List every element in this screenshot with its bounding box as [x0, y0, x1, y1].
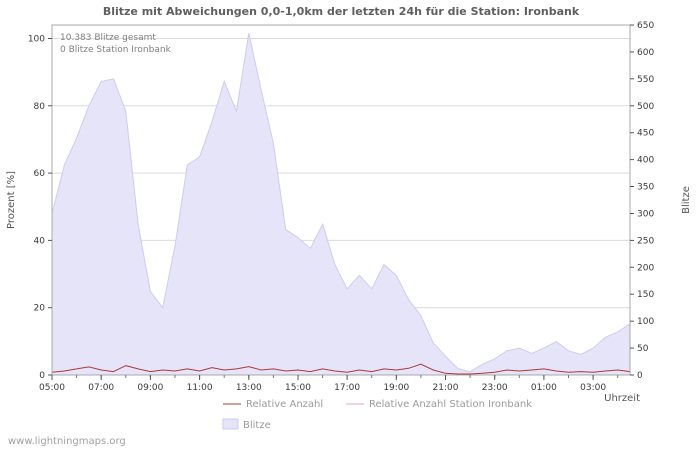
right-axis-tick-label: 0	[637, 371, 643, 381]
right-axis-tick-label: 450	[637, 129, 654, 139]
legend-label-blitze: Blitze	[243, 420, 271, 431]
watermark: www.lightningmaps.org	[8, 436, 126, 447]
grid-layer	[52, 38, 630, 309]
x-axis-tick-label: 23:00	[482, 383, 508, 393]
legend-label-relative-station: Relative Anzahl Station Ironbank	[369, 399, 532, 410]
right-axis-tick-label: 200	[637, 263, 654, 273]
x-axis-tick-label: 11:00	[187, 383, 213, 393]
x-axis-tick-label: 09:00	[137, 383, 163, 393]
right-axis-tick-label: 300	[637, 210, 654, 220]
series-layer	[51, 32, 631, 376]
axes-layer: 0 20 40 60 80 100 0 50 100 150 200 250 300 350 400 450 5…	[28, 21, 655, 393]
x-axis-tick-label: 13:00	[236, 383, 262, 393]
x-axis-tick-label: 05:00	[39, 383, 65, 393]
right-axis-tick-label: 500	[637, 102, 654, 112]
x-axis-tick-label: 07:00	[88, 383, 114, 393]
left-axis-tick-label: 0	[39, 371, 45, 381]
x-axis-tick-label: 01:00	[531, 383, 557, 393]
left-axis-tick-label: 40	[34, 236, 46, 246]
left-axis-tick-label: 20	[34, 304, 46, 314]
y-axis-label-left: Prozent [%]	[6, 171, 17, 229]
line-series-1	[51, 363, 631, 375]
x-axis-tick-label: 03:00	[580, 383, 606, 393]
right-axis-tick-label: 550	[637, 75, 654, 85]
x-axis-tick-label: 15:00	[285, 383, 311, 393]
left-axis-tick-label: 100	[28, 35, 45, 45]
right-axis-tick-label: 650	[637, 21, 654, 31]
right-axis-tick-label: 400	[637, 156, 654, 166]
legend: Relative Anzahl Relative Anzahl Station …	[222, 399, 532, 431]
annotation-total-strikes: 10.383 Blitze gesamt	[60, 33, 156, 43]
right-axis-tick-label: 600	[637, 48, 654, 58]
x-axis-tick-label: 19:00	[383, 383, 409, 393]
left-axis-tick-label: 60	[34, 169, 46, 179]
legend-label-relative: Relative Anzahl	[246, 399, 323, 410]
x-axis-label: Uhrzeit	[604, 393, 640, 404]
area-series-blitze	[51, 32, 631, 376]
right-axis-tick-label: 50	[637, 344, 649, 354]
right-axis-tick-label: 350	[637, 183, 654, 193]
right-axis-tick-label: 250	[637, 236, 654, 246]
right-axis-tick-label: 150	[637, 290, 654, 300]
x-axis-tick-label: 21:00	[433, 383, 459, 393]
y-axis-label-right: Blitze	[681, 186, 692, 214]
legend-swatch-blitze	[222, 418, 239, 430]
plot-border	[51, 24, 631, 376]
x-axis-tick-label: 17:00	[334, 383, 360, 393]
right-axis-tick-label: 100	[637, 317, 654, 327]
annotation-station-strikes: 0 Blitze Station Ironbank	[60, 45, 172, 55]
chart-title: Blitze mit Abweichungen 0,0-1,0km der le…	[103, 5, 580, 18]
left-axis-tick-label: 80	[34, 102, 46, 112]
